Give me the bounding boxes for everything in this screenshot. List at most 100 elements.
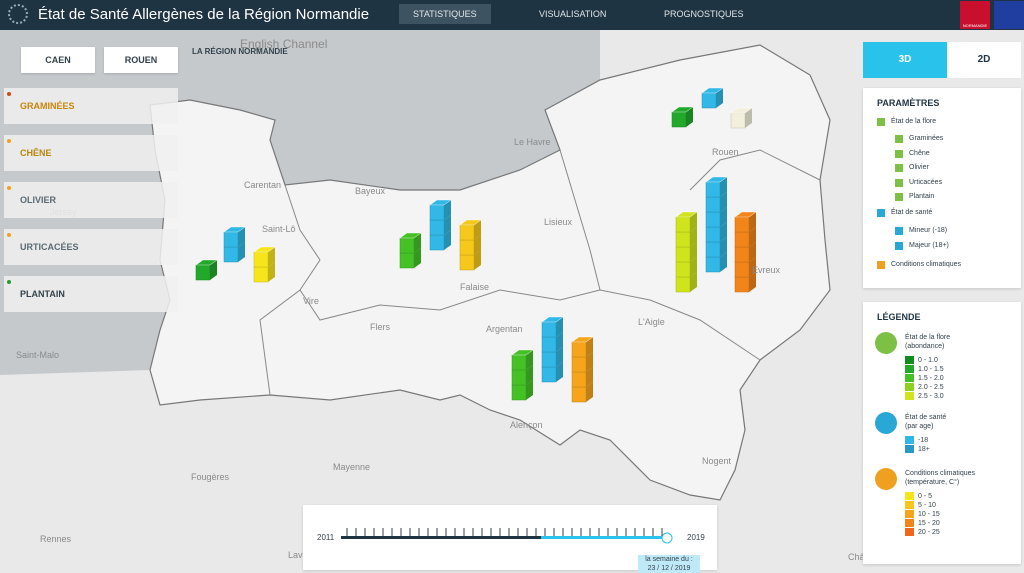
legend-swatch xyxy=(905,519,914,528)
species-name: PLANTAIN xyxy=(20,289,65,299)
nav-tab[interactable]: PROGNOSTIQUES xyxy=(664,9,744,19)
legend-section-title: État de la flore xyxy=(905,334,951,341)
cube-side xyxy=(238,227,245,247)
legend-range: 0 - 5 xyxy=(918,493,933,500)
flora-item[interactable]: Chêne xyxy=(895,147,930,161)
species-name: CHÊNE xyxy=(20,148,52,158)
track-past xyxy=(341,536,541,539)
cube-top xyxy=(429,199,452,206)
cube-front xyxy=(511,354,527,371)
cube-front xyxy=(429,204,445,221)
nav-tab[interactable]: STATISTIQUES xyxy=(399,4,491,24)
cube-top xyxy=(195,259,218,266)
cube-front xyxy=(459,239,475,256)
legend-range: 2.5 - 3.0 xyxy=(918,393,944,400)
checkbox-label: Majeur (18+) xyxy=(909,241,949,249)
flora-item[interactable]: Olivier xyxy=(895,161,929,175)
slider-handle[interactable] xyxy=(661,532,673,544)
cube-top xyxy=(701,87,724,94)
map-label: Saint-Lô xyxy=(262,224,296,234)
cube-side xyxy=(720,222,727,242)
map-label: Flers xyxy=(370,322,390,332)
panel-title: LÉGENDE xyxy=(877,312,921,322)
legend-swatch xyxy=(905,383,914,392)
cube-front xyxy=(730,112,746,129)
cube-side xyxy=(238,242,245,262)
cube-side xyxy=(749,212,756,232)
checkbox-label: Chêne xyxy=(909,149,930,157)
legend-entry: 20 - 25 xyxy=(905,528,940,537)
legend-range: 10 - 15 xyxy=(918,511,940,518)
city-button[interactable]: ROUEN xyxy=(104,47,178,73)
checkbox[interactable] xyxy=(877,209,885,217)
timeline-start: 2011 xyxy=(317,533,335,542)
map-label: Laval xyxy=(288,550,310,560)
checkbox[interactable] xyxy=(877,118,885,126)
cube-front xyxy=(511,369,527,386)
city-button[interactable]: CAEN xyxy=(21,47,95,73)
cube-front xyxy=(675,246,691,263)
cube-front xyxy=(571,341,587,358)
legend-entry: 0 - 1.0 xyxy=(905,356,938,365)
cube-side xyxy=(690,257,697,277)
species-tab[interactable]: PLANTAIN xyxy=(4,276,178,312)
checkbox[interactable] xyxy=(895,193,903,201)
flora-item[interactable]: Urticacées xyxy=(895,176,942,190)
timeline-track[interactable] xyxy=(303,505,717,570)
cube-side xyxy=(720,252,727,272)
cube-front xyxy=(223,231,239,248)
checkbox[interactable] xyxy=(895,135,903,143)
cube-side xyxy=(716,88,723,108)
legend-swatch xyxy=(905,528,914,537)
species-tab[interactable]: URTICACÉES xyxy=(4,229,178,265)
cube-front xyxy=(675,261,691,278)
species-tab[interactable]: CHÊNE xyxy=(4,135,178,171)
cube-side xyxy=(586,382,593,402)
cube-front xyxy=(541,336,557,353)
checkbox-label: Graminées xyxy=(909,135,944,142)
view-toggle[interactable]: 2D xyxy=(947,42,1021,78)
checkbox[interactable] xyxy=(895,241,903,250)
cube-front xyxy=(195,264,211,281)
flora-toggle[interactable]: État de la flore xyxy=(877,115,936,129)
cube-top xyxy=(541,316,564,323)
cube-side xyxy=(586,337,593,357)
species-tab[interactable]: OLIVIER xyxy=(4,182,178,218)
cube-front xyxy=(675,276,691,293)
checkbox[interactable] xyxy=(895,164,903,172)
legend-entry: 5 - 10 xyxy=(905,501,936,510)
legend-entry: 0 - 5 xyxy=(905,492,932,501)
checkbox[interactable] xyxy=(895,178,903,187)
health-toggle[interactable]: État de santé xyxy=(877,206,932,220)
cube-top xyxy=(571,336,594,343)
legend-swatch xyxy=(905,510,914,519)
checkbox[interactable] xyxy=(895,149,903,158)
status-dot xyxy=(7,139,11,143)
legend-swatch xyxy=(905,445,914,454)
flora-item[interactable]: Plantain xyxy=(895,190,934,204)
cube-front xyxy=(253,266,269,283)
cube-top xyxy=(671,106,694,113)
legend-section-title: État de santé xyxy=(905,414,947,421)
cube-side xyxy=(690,242,697,262)
checkbox[interactable] xyxy=(895,227,903,235)
view-toggle[interactable]: 3D xyxy=(863,42,947,78)
cube-side xyxy=(745,108,752,128)
cube-side xyxy=(556,347,563,367)
map-label: Le Havre xyxy=(514,137,551,147)
climate-toggle[interactable]: Conditions climatiques xyxy=(877,258,961,272)
header: État de Santé Allergènes de la Région No… xyxy=(0,0,1024,30)
legend-entry: 1.0 - 1.5 xyxy=(905,365,944,374)
nav-tab[interactable]: VISUALISATION xyxy=(539,9,607,19)
cube-front xyxy=(705,181,721,198)
cube-front xyxy=(541,321,557,338)
species-tab[interactable]: GRAMINÉES xyxy=(4,88,178,124)
health-item[interactable]: Mineur (-18) xyxy=(895,224,947,238)
cube-side xyxy=(268,262,275,282)
flora-item[interactable]: Graminées xyxy=(895,132,943,146)
species-name: GRAMINÉES xyxy=(20,101,75,111)
health-item[interactable]: Majeur (18+) xyxy=(895,239,949,253)
eu-flag xyxy=(994,1,1024,29)
checkbox[interactable] xyxy=(877,261,885,269)
region-normandie[interactable] xyxy=(149,44,831,501)
